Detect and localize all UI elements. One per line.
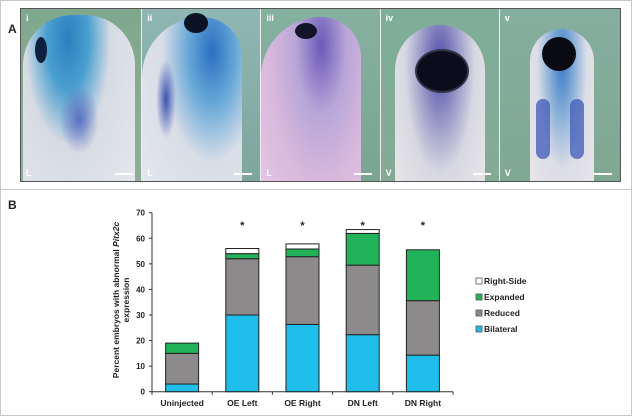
embryo-image-iv: iv V [380, 9, 500, 181]
panel-b-label: B [8, 198, 17, 212]
legend-label: Expanded [484, 292, 525, 302]
y-tick-label: 20 [136, 337, 145, 346]
scale-bar [353, 173, 372, 175]
view-label: L [147, 168, 153, 178]
significance-star: * [421, 220, 426, 232]
x-tick-label: Uninjected [160, 398, 203, 408]
significance-star: * [240, 220, 245, 232]
embryo-image-strip: i L ii L iii L iv V v V [20, 8, 621, 182]
image-numeral: v [504, 13, 510, 23]
view-label: V [504, 168, 511, 178]
bar-segment-expanded [225, 253, 260, 260]
y-axis-label: Percent embryos with abnormal Pitx2c [111, 222, 121, 379]
image-numeral: ii [147, 13, 153, 23]
image-numeral: iii [266, 13, 274, 23]
y-tick-label: 30 [136, 311, 145, 320]
view-label: V [385, 168, 392, 178]
y-tick-label: 70 [136, 209, 145, 218]
x-tick-label: OE Right [284, 398, 321, 408]
panel-a-label: A [8, 22, 17, 36]
view-label: L [266, 168, 272, 178]
bar-segment-bilateral [345, 334, 380, 393]
x-tick-label: DN Right [405, 398, 442, 408]
legend-label: Reduced [484, 308, 520, 318]
bar-segment-bilateral [285, 323, 320, 393]
legend-swatch-reduced [475, 309, 483, 317]
legend-swatch-bilateral [475, 325, 483, 333]
bar-segment-reduced [285, 256, 320, 325]
scale-bar [472, 173, 491, 175]
bar-segment-expanded [345, 232, 380, 266]
legend-swatch-expanded [475, 293, 483, 301]
y-tick-label: 40 [136, 285, 145, 294]
bar-segment-reduced [165, 352, 200, 385]
bar-segment-right-side [285, 243, 320, 250]
bar-segment-reduced [405, 300, 440, 356]
bar-segment-expanded [405, 249, 440, 302]
image-numeral: iv [385, 13, 394, 23]
y-tick-label: 60 [136, 234, 145, 243]
x-tick-label: OE Left [227, 398, 257, 408]
scale-bar [234, 173, 253, 175]
bar-segment-expanded [285, 248, 320, 258]
bar-segment-bilateral [165, 383, 200, 393]
view-label: L [26, 168, 32, 178]
bar-segment-bilateral [405, 354, 440, 393]
bar-segment-bilateral [225, 314, 260, 393]
bar-segment-reduced [225, 258, 260, 316]
scale-bar [115, 173, 134, 175]
significance-star: * [300, 220, 305, 232]
bar-segment-right-side [225, 248, 260, 255]
image-numeral: i [26, 13, 29, 23]
bar-segment-right-side [345, 229, 380, 234]
significance-star: * [361, 220, 366, 232]
bar-segment-reduced [345, 264, 380, 336]
panel-divider [0, 189, 632, 190]
y-axis-label-text: Percent embryos with abnormal [111, 247, 121, 378]
x-tick-label: DN Left [348, 398, 378, 408]
embryo-image-iii: iii L [261, 9, 381, 181]
scale-bar [593, 173, 612, 175]
y-tick-label: 50 [136, 260, 145, 269]
y-axis-label-line2: expression [121, 278, 131, 323]
y-tick-label: 10 [136, 362, 145, 371]
legend-swatch-right-side [475, 277, 483, 285]
y-axis-label-gene: Pitx2c [111, 222, 121, 247]
legend-label: Right-Side [484, 276, 527, 286]
embryo-image-v: v V [499, 9, 620, 181]
bar-segment-expanded [165, 342, 200, 354]
embryo-image-ii: ii L [142, 9, 262, 181]
legend-label: Bilateral [484, 324, 518, 334]
embryo-image-i: i L [21, 9, 143, 181]
y-tick-label: 0 [141, 388, 146, 397]
